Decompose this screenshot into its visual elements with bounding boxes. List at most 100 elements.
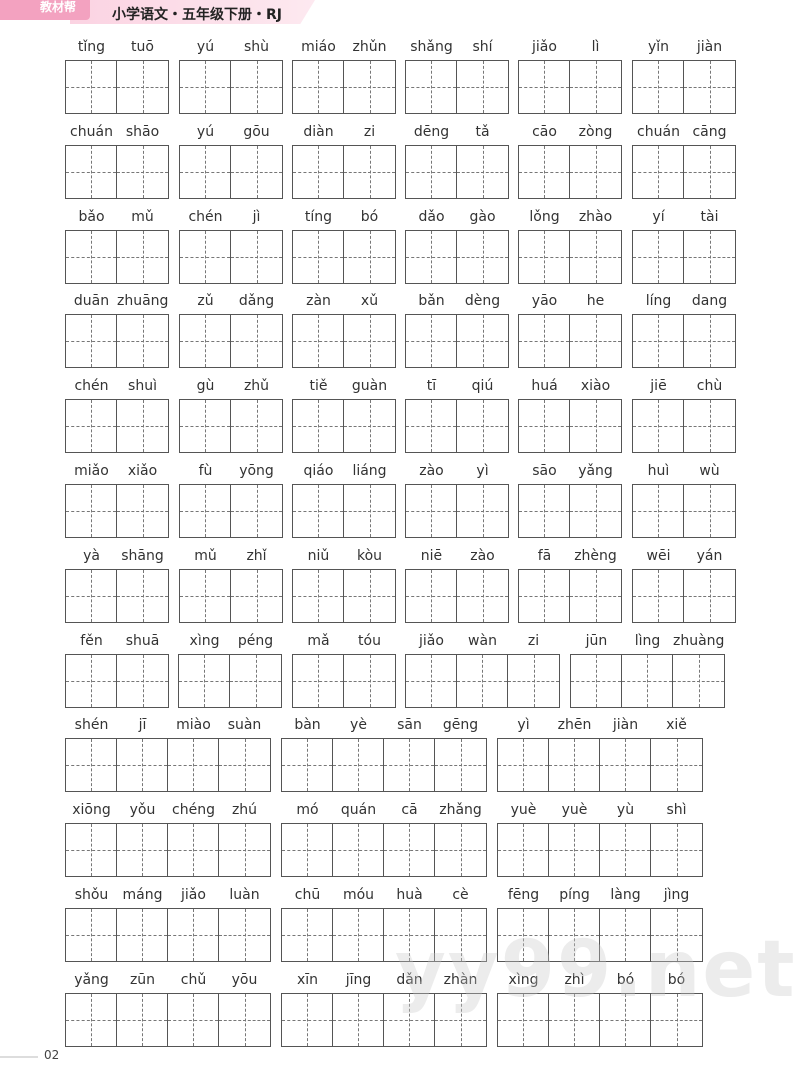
writing-cell[interactable] xyxy=(384,993,435,1046)
writing-cell[interactable] xyxy=(570,145,621,198)
writing-cell[interactable] xyxy=(293,230,344,283)
writing-cell[interactable] xyxy=(282,739,333,792)
writing-cell[interactable] xyxy=(384,909,435,961)
writing-cell[interactable] xyxy=(168,739,219,792)
writing-cell[interactable] xyxy=(117,993,168,1046)
writing-cell[interactable] xyxy=(117,400,168,453)
writing-cell[interactable] xyxy=(66,485,117,537)
writing-cell[interactable] xyxy=(519,569,570,622)
writing-cell[interactable] xyxy=(508,654,559,707)
writing-cell[interactable] xyxy=(549,739,600,792)
writing-cell[interactable] xyxy=(549,824,600,877)
writing-cell[interactable] xyxy=(457,400,508,453)
writing-cell[interactable] xyxy=(406,485,457,537)
writing-cell[interactable] xyxy=(219,824,270,877)
writing-cell[interactable] xyxy=(684,400,735,453)
writing-cell[interactable] xyxy=(457,230,508,283)
writing-cell[interactable] xyxy=(633,400,684,453)
writing-cell[interactable] xyxy=(231,485,282,537)
writing-cell[interactable] xyxy=(519,400,570,453)
writing-cell[interactable] xyxy=(66,61,117,113)
writing-cell[interactable] xyxy=(519,315,570,368)
writing-cell[interactable] xyxy=(168,909,219,961)
writing-cell[interactable] xyxy=(333,739,384,792)
writing-cell[interactable] xyxy=(117,654,168,707)
writing-cell[interactable] xyxy=(498,739,549,792)
writing-cell[interactable] xyxy=(600,909,651,961)
writing-cell[interactable] xyxy=(117,315,168,368)
writing-cell[interactable] xyxy=(684,230,735,283)
writing-cell[interactable] xyxy=(384,739,435,792)
writing-cell[interactable] xyxy=(282,993,333,1046)
writing-cell[interactable] xyxy=(180,230,231,283)
writing-cell[interactable] xyxy=(684,485,735,537)
writing-cell[interactable] xyxy=(651,824,702,877)
writing-cell[interactable] xyxy=(570,400,621,453)
writing-cell[interactable] xyxy=(231,145,282,198)
writing-cell[interactable] xyxy=(549,909,600,961)
writing-cell[interactable] xyxy=(66,909,117,961)
writing-cell[interactable] xyxy=(180,400,231,453)
writing-cell[interactable] xyxy=(293,145,344,198)
writing-cell[interactable] xyxy=(117,61,168,113)
writing-cell[interactable] xyxy=(344,400,395,453)
writing-cell[interactable] xyxy=(293,569,344,622)
writing-cell[interactable] xyxy=(435,739,486,792)
writing-cell[interactable] xyxy=(651,909,702,961)
writing-cell[interactable] xyxy=(406,315,457,368)
writing-cell[interactable] xyxy=(406,569,457,622)
writing-cell[interactable] xyxy=(66,145,117,198)
writing-cell[interactable] xyxy=(219,909,270,961)
writing-cell[interactable] xyxy=(230,654,281,707)
writing-cell[interactable] xyxy=(633,315,684,368)
writing-cell[interactable] xyxy=(633,230,684,283)
writing-cell[interactable] xyxy=(293,485,344,537)
writing-cell[interactable] xyxy=(293,400,344,453)
writing-cell[interactable] xyxy=(344,315,395,368)
writing-cell[interactable] xyxy=(406,145,457,198)
writing-cell[interactable] xyxy=(168,993,219,1046)
writing-cell[interactable] xyxy=(293,61,344,113)
writing-cell[interactable] xyxy=(684,61,735,113)
writing-cell[interactable] xyxy=(570,230,621,283)
writing-cell[interactable] xyxy=(600,739,651,792)
writing-cell[interactable] xyxy=(231,61,282,113)
writing-cell[interactable] xyxy=(219,993,270,1046)
writing-cell[interactable] xyxy=(293,315,344,368)
writing-cell[interactable] xyxy=(293,654,344,707)
writing-cell[interactable] xyxy=(282,909,333,961)
writing-cell[interactable] xyxy=(498,993,549,1046)
writing-cell[interactable] xyxy=(117,485,168,537)
writing-cell[interactable] xyxy=(570,569,621,622)
writing-cell[interactable] xyxy=(571,654,622,707)
writing-cell[interactable] xyxy=(684,145,735,198)
writing-cell[interactable] xyxy=(549,993,600,1046)
writing-cell[interactable] xyxy=(344,61,395,113)
writing-cell[interactable] xyxy=(231,569,282,622)
writing-cell[interactable] xyxy=(66,230,117,283)
writing-cell[interactable] xyxy=(519,230,570,283)
writing-cell[interactable] xyxy=(66,739,117,792)
writing-cell[interactable] xyxy=(117,230,168,283)
writing-cell[interactable] xyxy=(66,654,117,707)
writing-cell[interactable] xyxy=(651,993,702,1046)
writing-cell[interactable] xyxy=(333,909,384,961)
writing-cell[interactable] xyxy=(117,739,168,792)
writing-cell[interactable] xyxy=(384,824,435,877)
writing-cell[interactable] xyxy=(519,145,570,198)
writing-cell[interactable] xyxy=(457,569,508,622)
writing-cell[interactable] xyxy=(498,824,549,877)
writing-cell[interactable] xyxy=(622,654,673,707)
writing-cell[interactable] xyxy=(457,654,508,707)
writing-cell[interactable] xyxy=(570,485,621,537)
writing-cell[interactable] xyxy=(344,485,395,537)
writing-cell[interactable] xyxy=(498,909,549,961)
writing-cell[interactable] xyxy=(219,739,270,792)
writing-cell[interactable] xyxy=(180,485,231,537)
writing-cell[interactable] xyxy=(66,824,117,877)
writing-cell[interactable] xyxy=(684,569,735,622)
writing-cell[interactable] xyxy=(168,824,219,877)
writing-cell[interactable] xyxy=(406,230,457,283)
writing-cell[interactable] xyxy=(519,61,570,113)
writing-cell[interactable] xyxy=(117,824,168,877)
